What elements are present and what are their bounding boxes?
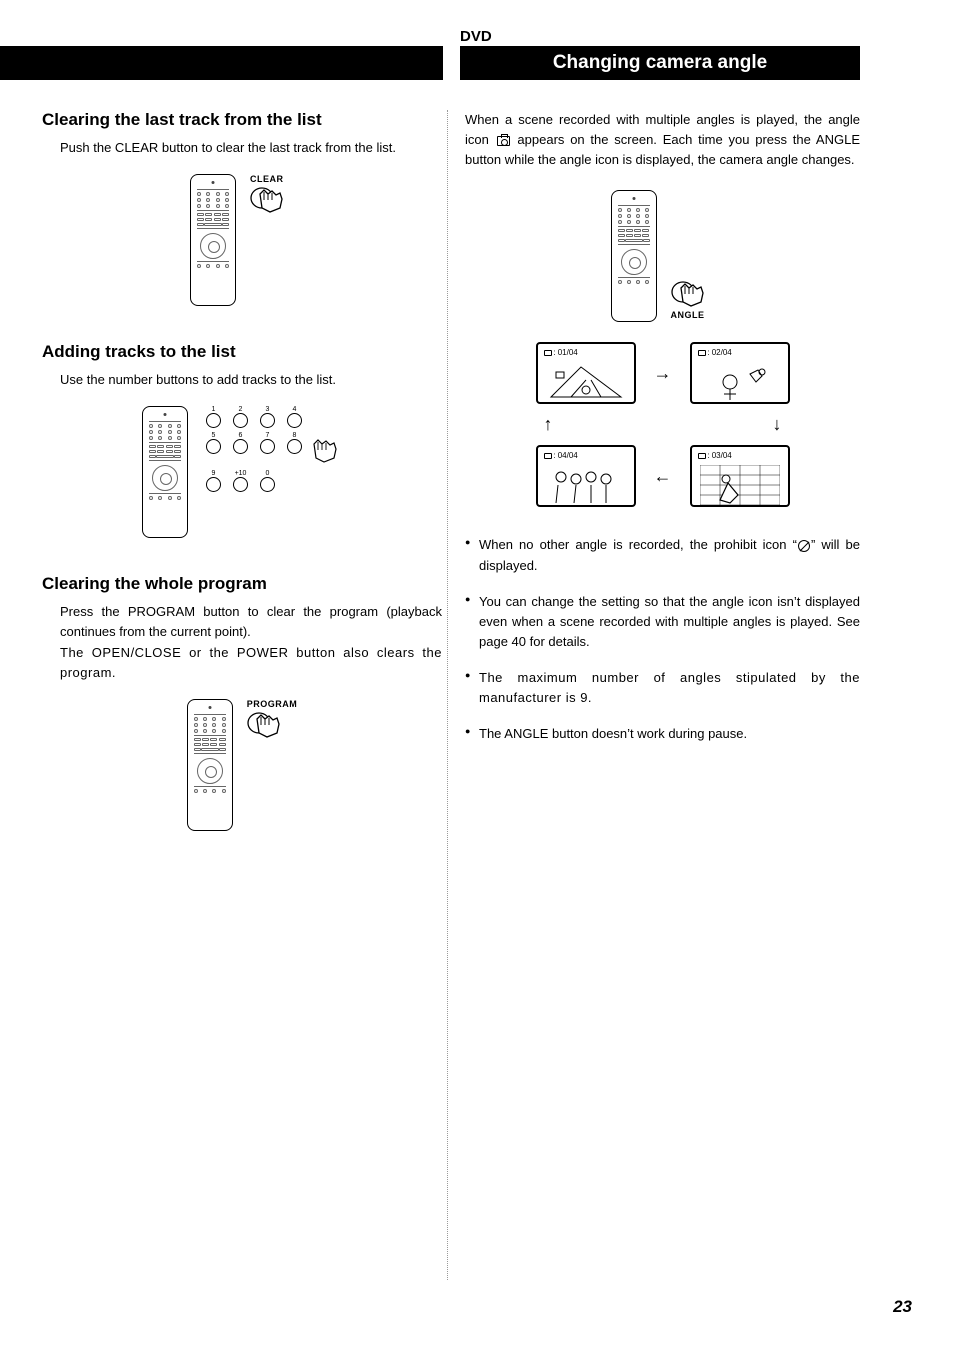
left-column: Clearing the last track from the list Pu… <box>42 110 442 867</box>
column-divider <box>447 110 448 1280</box>
hand-icon <box>250 186 294 220</box>
arrow-right-icon: → <box>654 363 672 384</box>
remote-icon <box>190 174 236 306</box>
notes-list: When no other angle is recorded, the pro… <box>465 535 860 744</box>
clear-label: CLEAR <box>250 174 284 184</box>
sec2-body: Use the number buttons to add tracks to … <box>60 370 442 390</box>
hand-icon <box>308 438 342 466</box>
remote-icon <box>187 699 233 831</box>
arrow-up-icon: ↑ <box>544 414 553 435</box>
hand-icon <box>671 280 715 314</box>
header-bar-right: Changing camera angle <box>460 46 860 80</box>
angle-box-2: :02/04 <box>690 342 790 404</box>
sec3-title: Clearing the whole program <box>42 574 442 594</box>
note-item: You can change the setting so that the a… <box>465 592 860 652</box>
prohibit-icon <box>798 540 810 552</box>
angle-label: ANGLE <box>671 310 705 320</box>
arrow-down-icon: ↓ <box>773 414 782 435</box>
sec3-body2: The OPEN/CLOSE or the POWER button also … <box>60 643 442 683</box>
sec1-title: Clearing the last track from the list <box>42 110 442 130</box>
angle-cycle-diagram: :01/04 → :02/04 ↑ ↓ :04/04 ← :03/04 <box>465 342 860 507</box>
remote-icon <box>611 190 657 322</box>
program-label: PROGRAM <box>247 699 298 709</box>
right-remote-figure: ANGLE <box>465 190 860 322</box>
sec2-figure: 1 2 3 4 5 6 7 8 9 +10 0 <box>42 406 442 538</box>
note-item: The maximum number of angles stipulated … <box>465 668 860 708</box>
intro-paragraph: When a scene recorded with multiple angl… <box>465 110 860 170</box>
sec1-figure: CLEAR <box>42 174 442 306</box>
sec2-title: Adding tracks to the list <box>42 342 442 362</box>
right-column: When a scene recorded with multiple angl… <box>465 110 860 761</box>
note-item: When no other angle is recorded, the pro… <box>465 535 860 575</box>
sec3-figure: PROGRAM <box>42 699 442 831</box>
page-number: 23 <box>893 1297 912 1317</box>
dvd-label: DVD <box>460 28 492 45</box>
angle-box-3: :03/04 <box>690 445 790 507</box>
arrow-left-icon: ← <box>654 466 672 487</box>
number-pad: 1 2 3 4 5 6 7 8 9 +10 0 <box>206 406 342 538</box>
header-bar-left <box>0 46 443 80</box>
note-item: The ANGLE button doesn’t work during pau… <box>465 724 860 744</box>
sec1-body: Push the CLEAR button to clear the last … <box>60 138 442 158</box>
hand-icon <box>247 711 291 745</box>
camera-icon <box>497 136 510 146</box>
angle-box-1: :01/04 <box>536 342 636 404</box>
angle-box-4: :04/04 <box>536 445 636 507</box>
sec3-body1: Press the PROGRAM button to clear the pr… <box>60 602 442 642</box>
remote-icon <box>142 406 188 538</box>
